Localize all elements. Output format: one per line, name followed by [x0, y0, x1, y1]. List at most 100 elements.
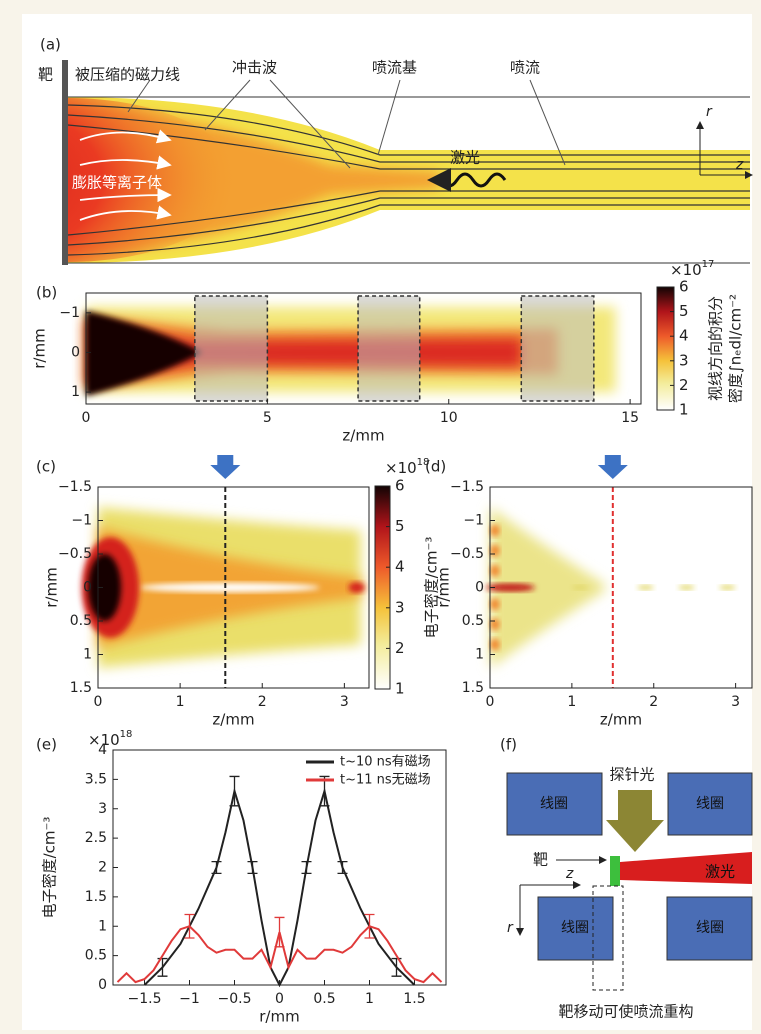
heat-black: [88, 554, 121, 621]
y-tick-label: 2.5: [85, 830, 107, 846]
y-tick-label: −1.5: [450, 479, 484, 495]
heat-orange: [490, 618, 500, 630]
colorbar-tick-label: 2: [679, 376, 689, 394]
colorbar-tick-label: 6: [395, 477, 405, 495]
y-tick-label: 2: [98, 860, 107, 876]
colorbar-tick-label: 3: [679, 351, 689, 369]
heat-yellow: [638, 585, 654, 590]
y-tick-label: 3.5: [85, 771, 107, 787]
heat-yellow: [679, 585, 695, 590]
x-axis-label: r/mm: [259, 1008, 299, 1026]
y-tick-label: 1.5: [462, 680, 484, 696]
y-tick-label: 3: [98, 801, 107, 817]
y-tick-label: −1: [71, 513, 92, 529]
plasma-label: 膨胀等离子体: [72, 174, 162, 192]
x-axis-label: z/mm: [212, 711, 254, 729]
x-tick-label: 0: [275, 991, 284, 1007]
colorbar: [375, 486, 390, 689]
y-axis-label: r/mm: [435, 567, 453, 607]
x-axis-label: z/mm: [600, 711, 642, 729]
colorbar: [657, 287, 674, 410]
laser-label: 激光: [450, 149, 480, 167]
x-tick-label: −1.5: [128, 991, 162, 1007]
y-axis-label: r/mm: [31, 328, 49, 368]
y-tick-label: 1: [71, 384, 80, 400]
target-label: 靶: [38, 66, 53, 84]
x-axis-label: z/mm: [342, 427, 384, 445]
x-tick-label: 15: [621, 410, 639, 426]
legend-label: t~10 ns有磁场: [340, 755, 431, 770]
y-tick-label: −1: [463, 513, 484, 529]
panel-label: (a): [40, 36, 61, 54]
y-tick-label: −1: [59, 305, 80, 321]
colorbar-tick-label: 2: [395, 639, 405, 657]
highlight-box: [195, 296, 268, 401]
jet-label: 喷流: [510, 59, 540, 77]
panel-label: (b): [36, 284, 57, 302]
y-tick-label: 0: [475, 580, 484, 596]
y-tick-label: −0.5: [450, 546, 484, 562]
y-axis-label: r/mm: [43, 567, 61, 607]
scale-exponent: 18: [120, 729, 133, 740]
y-tick-label: 1.5: [70, 680, 92, 696]
colorbar-tick-label: 6: [679, 278, 689, 296]
target-label: 靶: [533, 851, 548, 869]
colorbar-tick-label: 1: [395, 680, 405, 698]
x-tick-label: 1: [567, 694, 576, 710]
scale-base: ×10: [88, 731, 120, 749]
y-tick-label: 1: [475, 647, 484, 663]
colorbar-label: 视线方向的积分: [707, 296, 725, 401]
heat-red: [348, 582, 364, 593]
colorbar-tick-label: 4: [395, 558, 405, 576]
x-tick-label: 1: [365, 991, 374, 1007]
x-tick-label: 3: [731, 694, 740, 710]
x-tick-label: 2: [649, 694, 658, 710]
probe-label: 探针光: [609, 766, 654, 784]
y-tick-label: −1.5: [58, 479, 92, 495]
colorbar-tick-label: 5: [395, 517, 405, 535]
y-tick-label: 1: [98, 918, 107, 934]
y-axis-label: 电子密度/cm⁻³: [41, 817, 59, 919]
heat-yellow: [572, 585, 588, 590]
scale-base: ×10: [385, 459, 417, 477]
colorbar-tick-label: 5: [679, 302, 689, 320]
heat-white: [139, 583, 320, 592]
x-tick-label: 5: [263, 410, 272, 426]
y-tick-label: 0.5: [85, 948, 107, 964]
x-tick-label: 3: [340, 694, 349, 710]
z-axis-label: z: [565, 866, 574, 882]
y-tick-label: 1: [83, 647, 92, 663]
x-tick-label: 0: [486, 694, 495, 710]
heat-orange: [490, 638, 500, 650]
shock-label: 冲击波: [232, 59, 277, 77]
panel-label: (d): [425, 458, 446, 476]
heat-orange: [490, 565, 500, 577]
heat-orange: [490, 525, 500, 537]
legend-label: t~11 ns无磁场: [340, 773, 431, 788]
field-line-label: 被压缩的磁力线: [75, 66, 180, 84]
x-tick-label: 2: [258, 694, 267, 710]
scale-exponent: 17: [702, 259, 715, 270]
x-tick-label: −1: [179, 991, 200, 1007]
x-tick-label: 1: [176, 694, 185, 710]
x-tick-label: −0.5: [218, 991, 252, 1007]
panel-label: (e): [36, 736, 57, 754]
target: [610, 856, 620, 886]
target: [62, 60, 68, 265]
colorbar-tick-label: 3: [395, 598, 405, 616]
jet-base-label: 喷流基: [372, 59, 417, 77]
y-tick-label: 0: [98, 977, 107, 993]
caption: 靶移动可使喷流重构: [558, 1003, 693, 1021]
x-tick-label: 0: [94, 694, 103, 710]
colorbar-tick-label: 1: [679, 401, 689, 419]
x-tick-label: 0.5: [313, 991, 335, 1007]
coil-label: 线圈: [696, 920, 724, 936]
y-tick-label: 0.5: [70, 613, 92, 629]
y-tick-label: −0.5: [58, 546, 92, 562]
highlight-box: [521, 296, 594, 401]
coil-label: 线圈: [696, 796, 724, 812]
y-tick-label: 1.5: [85, 889, 107, 905]
x-tick-label: 10: [440, 410, 458, 426]
coil-label: 线圈: [540, 796, 568, 812]
scale-base: ×10: [670, 261, 702, 279]
